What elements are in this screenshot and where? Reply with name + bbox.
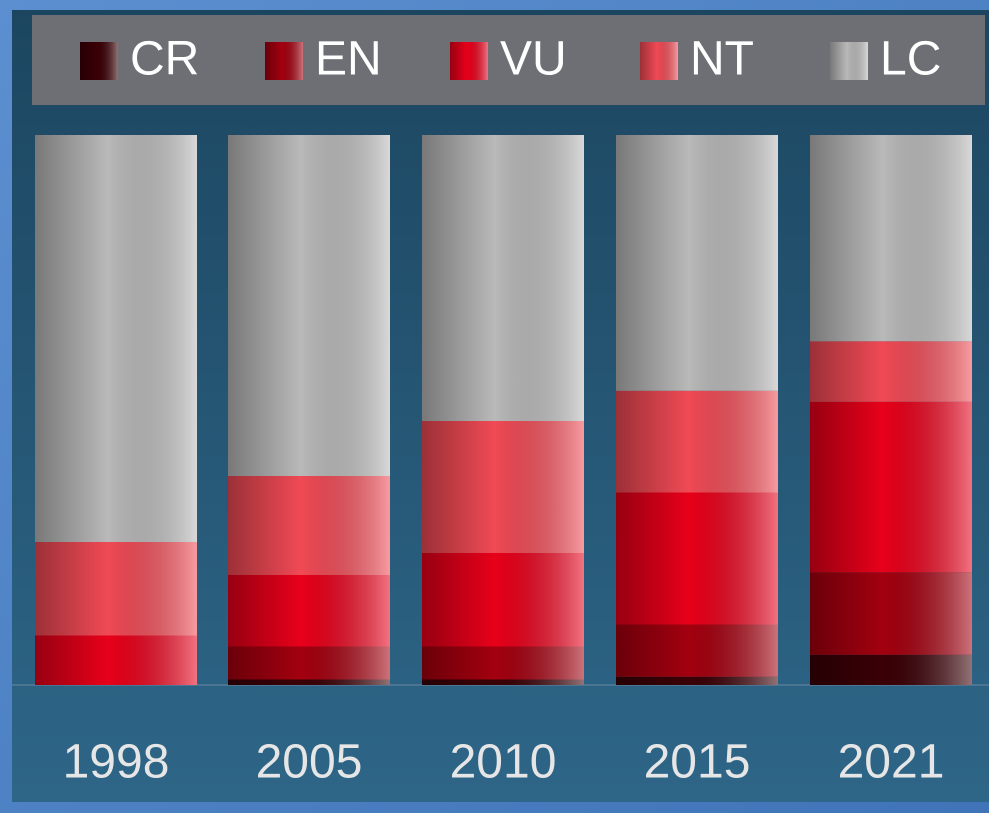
- bar-shade: [616, 676, 778, 685]
- bar-shade: [810, 135, 972, 342]
- x-tick-label: 2010: [450, 736, 557, 789]
- legend-label: VU: [500, 33, 567, 86]
- bar-shade: [422, 646, 584, 680]
- bar-shade: [422, 421, 584, 553]
- bar-shade: [422, 135, 584, 421]
- legend-label: CR: [130, 33, 199, 86]
- bar-shade: [422, 553, 584, 647]
- bar-shade: [810, 341, 972, 402]
- bar-shade: [228, 135, 390, 476]
- legend-swatch-shade: [80, 42, 118, 80]
- legend-swatch-shade: [640, 42, 678, 80]
- x-tick-label: 1998: [63, 736, 170, 789]
- bar-shade: [228, 476, 390, 575]
- bar-shade: [616, 624, 778, 677]
- legend-swatch-shade: [830, 42, 868, 80]
- bar-shade: [616, 135, 778, 391]
- legend-label: EN: [315, 33, 382, 86]
- x-tick-label: 2005: [256, 736, 363, 789]
- bar-shade: [616, 492, 778, 625]
- bar-shade: [810, 654, 972, 685]
- bar-shade: [228, 646, 390, 680]
- legend-label: NT: [690, 33, 754, 86]
- legend-swatch-shade: [265, 42, 303, 80]
- bar-shade: [228, 679, 390, 685]
- bar-shade: [35, 542, 197, 636]
- bar-shade: [616, 390, 778, 493]
- bar-shade: [228, 575, 390, 647]
- bar-shade: [35, 135, 197, 542]
- bar-shade: [35, 635, 197, 685]
- x-tick-label: 2015: [644, 736, 751, 789]
- legend-swatch-shade: [450, 42, 488, 80]
- bar-shade: [810, 572, 972, 655]
- x-tick-label: 2021: [838, 736, 945, 789]
- bar-shade: [810, 401, 972, 573]
- legend-label: LC: [880, 33, 941, 86]
- legend-box: [32, 15, 985, 105]
- bar-shade: [422, 679, 584, 685]
